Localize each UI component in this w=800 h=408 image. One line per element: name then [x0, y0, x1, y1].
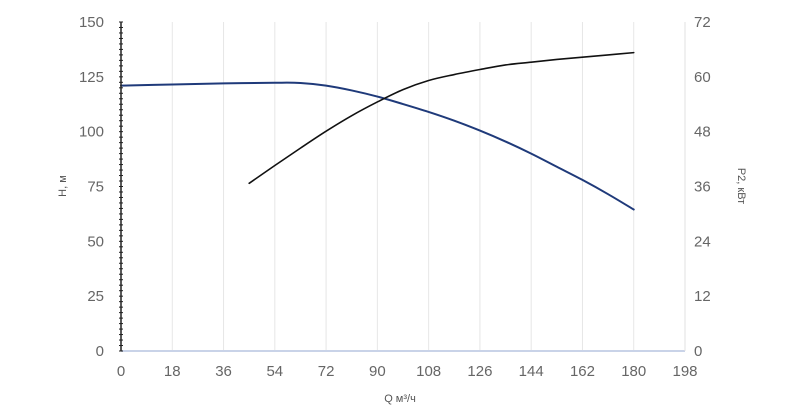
y-right-tick-label: 12	[694, 288, 711, 305]
tick-labels: 0 18 36 54 72 90 108 126 144 162 180 198 0 25 50 75 100 1…	[79, 14, 711, 380]
y-right-tick-label: 24	[694, 233, 711, 250]
y-right-tick-label: 60	[694, 69, 711, 86]
y-left-tick-label: 25	[87, 288, 104, 305]
x-tick-label: 180	[621, 363, 646, 380]
head-curve-line	[120, 81, 635, 211]
y-left-tick-label: 0	[96, 343, 104, 360]
y-left-tick-label: 50	[87, 233, 104, 250]
y-left-tick-label: 75	[87, 179, 104, 196]
x-tick-label: 108	[416, 363, 441, 380]
x-tick-label: 18	[164, 363, 181, 380]
x-tick-label: 198	[672, 363, 697, 380]
y-left-axis-label: H, м	[57, 175, 69, 197]
x-tick-label: 162	[570, 363, 595, 380]
y-right-tick-label: 0	[694, 343, 702, 360]
x-tick-label: 90	[369, 363, 386, 380]
x-tick-label: 36	[215, 363, 232, 380]
y-left-tick-label: 150	[79, 14, 104, 31]
x-tick-label: 0	[117, 363, 125, 380]
x-tick-label: 72	[318, 363, 335, 380]
x-axis-label: Q м³/ч	[384, 393, 416, 405]
series-lines	[120, 51, 635, 211]
y-right-tick-label: 36	[694, 179, 711, 196]
y-left-tick-label: 125	[79, 69, 104, 86]
grid-lines	[171, 22, 686, 351]
power-curve-line	[248, 51, 635, 185]
x-tick-label: 54	[266, 363, 283, 380]
y-right-tick-label: 48	[694, 124, 711, 141]
axes	[119, 21, 686, 352]
y-left-tick-label: 100	[79, 124, 104, 141]
y-right-axis-label: P2, кВт	[735, 168, 747, 204]
x-tick-label: 144	[519, 363, 544, 380]
x-tick-label: 126	[467, 363, 492, 380]
y-right-tick-label: 72	[694, 14, 711, 31]
